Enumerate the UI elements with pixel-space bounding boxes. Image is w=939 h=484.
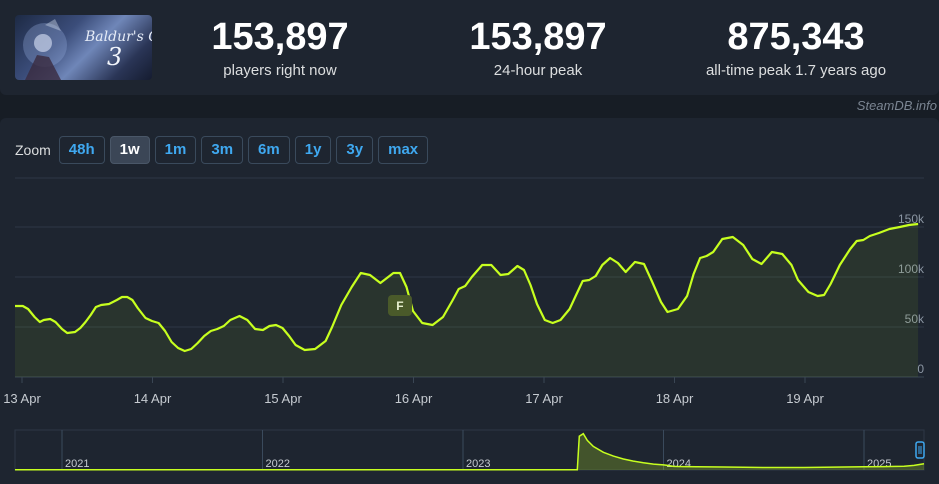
players-area bbox=[15, 224, 919, 377]
game-logo[interactable]: Baldur's Gate 3 bbox=[15, 15, 152, 80]
baldurs-gate-3-capsule-icon: Baldur's Gate 3 bbox=[23, 19, 152, 80]
zoom-button-1m[interactable]: 1m bbox=[154, 136, 197, 164]
stats-header: Baldur's Gate 3 153,897 players right no… bbox=[0, 0, 939, 95]
zoom-button-group: 48h 1w 1m 3m 6m 1y 3y max bbox=[58, 136, 433, 164]
stat-value: 875,343 bbox=[727, 16, 865, 58]
nav-year-label: 2021 bbox=[65, 458, 89, 470]
stat-value: 153,897 bbox=[211, 16, 349, 58]
stat-all-time-peak: 875,343 all-time peak 1.7 years ago bbox=[676, 16, 916, 79]
x-tick-label: 17 Apr bbox=[525, 391, 563, 406]
y-tick-label: 0 bbox=[917, 362, 924, 376]
players-line bbox=[15, 222, 919, 353]
stat-value: 153,897 bbox=[469, 16, 607, 58]
steamdb-watermark[interactable]: SteamDB.info bbox=[856, 98, 937, 113]
zoom-button-1w[interactable]: 1w bbox=[109, 136, 150, 164]
zoom-button-48h[interactable]: 48h bbox=[58, 136, 105, 164]
x-tick-label: 14 Apr bbox=[134, 391, 172, 406]
stat-current-players: 153,897 players right now bbox=[160, 16, 400, 79]
logo-numeral: 3 bbox=[107, 43, 122, 71]
x-tick-label: 15 Apr bbox=[264, 391, 302, 406]
zoom-toolbar: Zoom 48h 1w 1m 3m 6m 1y 3y max bbox=[15, 135, 433, 165]
x-tick-label: 13 Apr bbox=[3, 391, 41, 406]
zoom-label: Zoom bbox=[15, 142, 51, 158]
flag-label: F bbox=[396, 299, 403, 313]
zoom-button-3m[interactable]: 3m bbox=[201, 136, 244, 164]
nav-line bbox=[14, 432, 925, 471]
chart-card bbox=[0, 118, 939, 484]
flag-badge[interactable] bbox=[387, 295, 412, 316]
flag-marker[interactable]: F bbox=[387, 295, 412, 316]
nav-year-label: 2023 bbox=[466, 458, 490, 470]
zoom-button-6m[interactable]: 6m bbox=[248, 136, 290, 164]
zoom-button-max[interactable]: max bbox=[378, 136, 429, 164]
y-tick-label: 50k bbox=[905, 312, 925, 326]
stat-24h-peak: 153,897 24-hour peak bbox=[418, 16, 658, 79]
history-navigator-chart[interactable]: 2021 2022 2023 2024 2025 bbox=[0, 428, 939, 472]
x-tick-label: 16 Apr bbox=[395, 391, 433, 406]
y-tick-label: 150k bbox=[898, 212, 925, 226]
y-tick-label: 100k bbox=[898, 262, 925, 276]
player-count-chart[interactable]: 0 50k 100k 150k 13 Apr 14 Apr 15 Apr 16 Apr 17 A… bbox=[0, 170, 939, 420]
x-tick-label: 18 Apr bbox=[656, 391, 694, 406]
zoom-button-3y[interactable]: 3y bbox=[336, 136, 374, 164]
nav-year-label: 2022 bbox=[266, 458, 290, 470]
stat-label: all-time peak 1.7 years ago bbox=[705, 62, 887, 79]
range-handle[interactable] bbox=[915, 441, 925, 459]
logo-text: Baldur's Gate bbox=[84, 29, 152, 45]
zoom-button-1y[interactable]: 1y bbox=[294, 136, 332, 164]
stat-label: players right now bbox=[223, 62, 337, 79]
x-tick-label: 19 Apr bbox=[786, 391, 824, 406]
stat-label: 24-hour peak bbox=[493, 62, 583, 79]
